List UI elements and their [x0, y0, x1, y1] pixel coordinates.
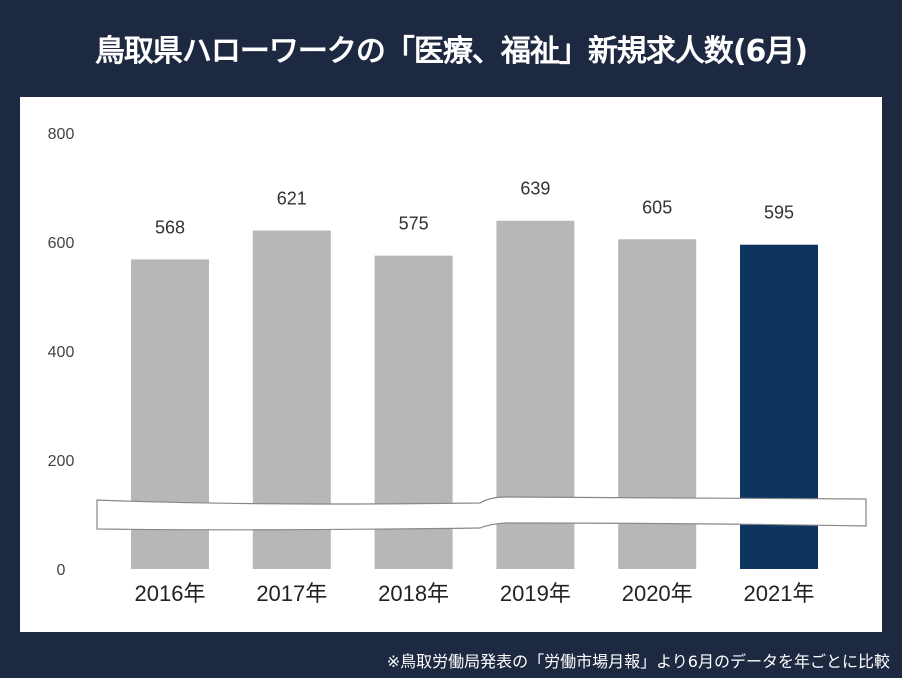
data-label: 575	[399, 214, 429, 234]
y-tick-label: 600	[48, 235, 75, 252]
x-tick-label: 2020年	[622, 581, 693, 606]
x-tick-label: 2018年	[378, 581, 449, 606]
axis-break	[96, 496, 867, 531]
data-label: 605	[642, 197, 672, 217]
data-label: 639	[520, 179, 550, 199]
data-label: 595	[764, 203, 794, 223]
x-tick-label: 2017年	[256, 581, 327, 606]
x-tick-label: 2016年	[135, 581, 206, 606]
footnote: ※鳥取労働局発表の「労働市場月報」より6月のデータを年ごとに比較	[386, 652, 890, 671]
x-tick-label: 2021年	[744, 581, 815, 606]
data-label: 621	[277, 189, 307, 209]
chart-title: 鳥取県ハローワークの「医療、福祉」新規求人数(6月)	[94, 34, 808, 69]
x-tick-label: 2019年	[500, 581, 571, 606]
y-tick-label: 800	[48, 126, 75, 143]
y-tick-label: 200	[48, 453, 75, 470]
data-label: 568	[155, 217, 185, 237]
y-tick-label: 400	[48, 344, 75, 361]
y-tick-label: 0	[57, 562, 66, 579]
